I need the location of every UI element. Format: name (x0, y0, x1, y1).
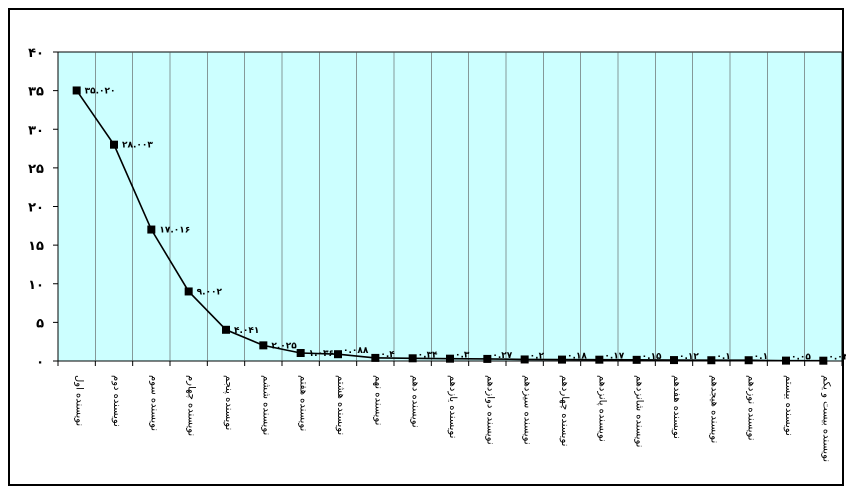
x-tick-label: نویسنده بیستم (783, 375, 794, 436)
y-tick-label: ۳۰ (28, 123, 44, 138)
y-tick-label: ۲۵ (28, 162, 44, 177)
data-point (408, 354, 417, 363)
data-point (782, 356, 790, 365)
data-label: ۰.۱ (716, 352, 730, 362)
data-point (670, 356, 678, 365)
x-tick-label: نویسنده سوم (148, 375, 159, 431)
data-label: ۰.۱ (754, 352, 768, 362)
x-tick-label: نویسنده سیزدهم (522, 375, 533, 445)
data-label: ۰.۰۵ (791, 353, 811, 363)
x-tick-label: نویسنده هفتم (298, 375, 309, 431)
data-point (296, 348, 305, 357)
data-label: ۰.۲ (530, 351, 545, 361)
data-point (558, 355, 566, 364)
data-label: ۰.۴ (380, 350, 395, 360)
data-label: ۰.۲۷ (492, 351, 512, 361)
x-tick-label: نویسنده دهم (410, 375, 421, 428)
data-point (334, 350, 342, 359)
data-label: ۰.۳۴ (418, 350, 438, 360)
data-point (222, 325, 230, 334)
x-tick-label: نویسنده نوزدهم (746, 375, 757, 441)
data-point (72, 86, 81, 95)
data-label: ۰.۱۸ (567, 352, 587, 362)
y-tick-label: ۵ (36, 316, 44, 331)
data-point (446, 354, 454, 363)
x-tick-label: نویسنده هشتم (335, 375, 346, 435)
y-tick-label: ۴۰ (28, 46, 44, 61)
data-point (520, 355, 529, 364)
x-tick-label: نویسنده اول (74, 375, 85, 426)
x-tick-label: نویسنده ششم (260, 375, 271, 435)
data-label: ۰.۱۷ (604, 352, 624, 362)
data-label: ۰.۰۴ (828, 353, 846, 363)
x-tick-label: نویسنده هفدهم (671, 375, 682, 439)
data-point (371, 353, 380, 362)
data-point (259, 341, 268, 350)
data-label: ۰.۳ (455, 351, 470, 361)
data-label: ۰.۰۸۸ (343, 346, 369, 356)
x-tick-label: نویسنده یازدهم (447, 375, 458, 438)
data-point (110, 140, 118, 149)
data-label: ۳۵.۰۲۰ (85, 86, 116, 96)
x-tick-label: نویسنده بیست و یکم (820, 375, 831, 462)
x-tick-label: نویسنده پنجم (223, 375, 234, 430)
data-label: ۲۸.۰۰۳ (122, 141, 153, 151)
x-tick-label: نویسنده شانزدهم (634, 375, 645, 447)
data-point (632, 355, 641, 364)
plot-area (57, 51, 843, 362)
data-point (184, 287, 193, 296)
data-label: ۱.۰۳۶ (309, 349, 334, 359)
x-tick-label: نویسنده نهم (372, 375, 383, 425)
data-point (744, 356, 753, 365)
data-point (707, 356, 716, 365)
data-label: ۰.۱۲ (679, 352, 699, 362)
y-tick-label: ۱۰ (28, 278, 44, 293)
y-tick-label: ۳۵ (28, 85, 44, 100)
x-tick-label: نویسنده چهارم (186, 375, 197, 436)
data-point (147, 225, 156, 234)
data-label: ۱۷.۰۱۶ (159, 226, 190, 236)
y-tick-label: ۱۵ (28, 239, 44, 254)
data-point (595, 355, 604, 364)
data-label: ۴.۰۴۱ (234, 326, 259, 336)
x-tick-label: نویسنده دوازدهم (484, 375, 495, 445)
data-label: ۹.۰۰۲ (197, 287, 223, 297)
data-label: ۲.۰۲۵ (271, 341, 297, 351)
y-tick-label: ۰ (36, 355, 44, 370)
x-tick-label: نویسنده هیجدهم (708, 375, 719, 443)
x-tick-label: نویسنده پانزدهم (596, 375, 607, 442)
data-point (483, 354, 492, 363)
x-tick-label: نویسنده دوم (111, 375, 122, 427)
data-label: ۰.۱۵ (642, 352, 662, 362)
y-tick-label: ۲۰ (28, 201, 44, 216)
data-point (819, 356, 828, 365)
x-tick-label: نویسنده چهاردهم (559, 375, 570, 446)
